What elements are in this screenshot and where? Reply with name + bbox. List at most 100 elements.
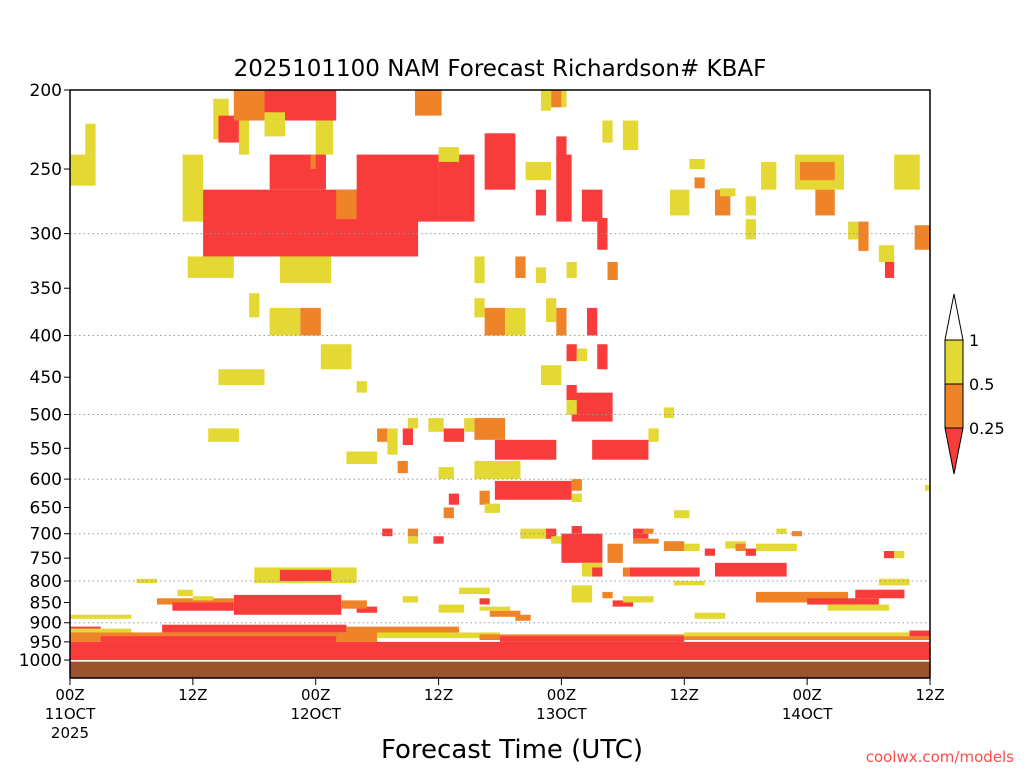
heatmap-cell: [561, 90, 567, 108]
y-axis: 200 250 300 350 400 450 500 550 600 650 700 750 8008…: [19, 81, 70, 671]
heatmap-cell: [474, 298, 485, 318]
heatmap-cell: [622, 596, 654, 603]
heatmap-cell: [669, 189, 690, 216]
heatmap-cell: [694, 177, 705, 189]
heatmap-cell: [551, 90, 562, 108]
heatmap-cell: [300, 307, 321, 336]
y-tick-label: 450: [30, 368, 62, 388]
heatmap-cell: [607, 261, 618, 281]
heatmap-cell: [914, 225, 930, 250]
x-tick-label: 14OCT: [782, 705, 833, 723]
heatmap-cell: [592, 439, 649, 460]
colorbar-bin: [944, 339, 964, 385]
heatmap-cell: [799, 161, 835, 181]
heatmap-cell: [515, 256, 526, 278]
heatmap-cell: [443, 507, 454, 519]
y-tick-label: 200: [30, 81, 62, 101]
heatmap-cell: [556, 136, 567, 162]
heatmap-cell: [540, 90, 552, 111]
heatmap-cell: [407, 536, 419, 544]
heatmap-cell: [177, 589, 193, 597]
plot-frame: [69, 89, 931, 679]
heatmap-cell: [415, 90, 442, 116]
y-tick-label: 650: [30, 498, 62, 518]
x-tick-label: 12Z: [178, 686, 207, 704]
heatmap-cell: [556, 307, 567, 336]
heatmap-cell: [397, 460, 408, 474]
heatmap-cell: [551, 536, 562, 544]
heatmap-cell: [827, 604, 890, 611]
colorbar-label: 0.25: [969, 419, 1005, 438]
heatmap-cell: [464, 418, 475, 432]
heatmap-cell: [264, 112, 285, 137]
heatmap-cell: [443, 428, 465, 442]
heatmap-cell: [341, 600, 367, 609]
heatmap-cell: [402, 428, 413, 446]
heatmap-cell: [755, 543, 797, 551]
heatmap-cell: [546, 528, 557, 539]
heatmap-cell: [346, 626, 460, 637]
heatmap-cell: [172, 602, 234, 611]
heatmap-cell: [500, 636, 685, 642]
heatmap-cell: [587, 307, 598, 336]
heatmap-cell: [407, 528, 419, 537]
chart-title: 2025101100 NAM Forecast Richardson# KBAF: [234, 56, 767, 82]
heatmap-cell: [715, 562, 787, 577]
heatmap-cell: [633, 528, 649, 539]
heatmap-cell: [546, 298, 557, 322]
heatmap-cell: [438, 604, 465, 613]
heatmap-cell: [433, 536, 444, 544]
heatmap-cell: [884, 256, 895, 278]
y-tick-label: 350: [30, 279, 62, 299]
heatmap-cell: [100, 636, 337, 642]
heatmap-cell: [924, 484, 930, 491]
heatmap-cell: [855, 589, 905, 599]
heatmap-cell: [571, 392, 613, 422]
heatmap-cell: [208, 428, 239, 442]
heatmap-cell: [474, 460, 521, 480]
heatmap-cell: [663, 407, 675, 419]
heatmap-cell: [525, 161, 552, 181]
colorbar-bottom-triangle: [944, 427, 964, 475]
heatmap-cell: [70, 154, 96, 186]
heatmap-cell: [162, 624, 347, 633]
y-tick-label: 250: [30, 160, 62, 180]
heatmap-cell: [755, 591, 849, 603]
credit-link[interactable]: coolwx.com/models: [866, 748, 1014, 766]
gridlines: [70, 233, 930, 624]
heatmap-cell: [238, 115, 250, 155]
heatmap-cell: [233, 594, 342, 615]
heatmap-cell: [556, 154, 572, 222]
heatmap-cell: [566, 385, 577, 401]
heatmap-cell: [597, 344, 608, 370]
heatmap-cell: [566, 344, 577, 362]
heatmap-cell: [377, 428, 388, 442]
heatmap-cell: [479, 606, 511, 611]
heatmap-cell: [336, 189, 357, 220]
heatmap-cell: [70, 641, 930, 662]
x-tick-label: 00Z: [792, 686, 821, 704]
heatmap-cell: [356, 154, 439, 222]
heatmap-cell: [474, 256, 485, 284]
heatmap-cell: [566, 261, 577, 278]
heatmap-cell: [387, 428, 398, 455]
heatmap-cell: [745, 196, 756, 216]
heatmap-cell: [535, 189, 547, 216]
y-tick-label: 400: [30, 327, 62, 347]
heatmap-cell: [474, 418, 506, 440]
heatmap-cell: [674, 581, 705, 586]
y-tick-label: 850: [30, 593, 62, 613]
x-tick-label: 2025: [51, 724, 89, 742]
heatmap-cell: [310, 154, 316, 170]
heatmap-cell: [402, 596, 419, 603]
heatmap-cell: [909, 630, 930, 637]
y-tick-label: 950: [30, 633, 62, 653]
heatmap-cell: [761, 161, 777, 190]
heatmap-cell: [581, 189, 603, 222]
heatmap-cell: [807, 598, 879, 605]
y-tick-label: 1000: [19, 651, 62, 671]
x-tick-label: 11OCT: [45, 705, 96, 723]
heatmap-cell: [571, 493, 582, 502]
heatmap-cell: [745, 548, 756, 556]
